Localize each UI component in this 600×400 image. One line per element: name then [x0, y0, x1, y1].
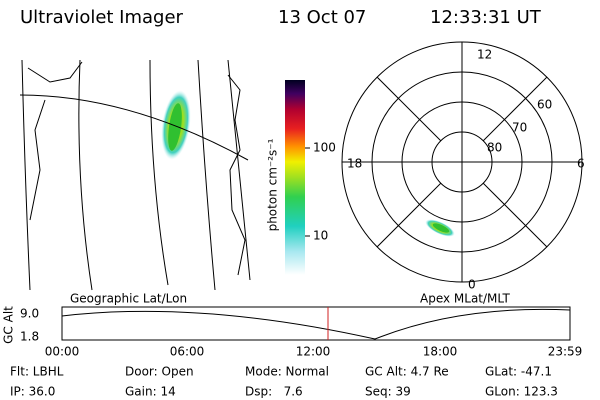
polar-label: Apex MLat/MLT [420, 292, 510, 306]
polar-grid [341, 41, 583, 283]
info-field: IP: 36.0 [10, 385, 55, 399]
lat-label: 70 [512, 121, 527, 135]
altitude-curve [61, 308, 571, 340]
time-tick-label: 00:00 [45, 345, 80, 359]
info-field: Door: Open [125, 365, 194, 379]
time-tick-label: 12:00 [296, 345, 331, 359]
alt-tick-label: 1.8 [20, 330, 39, 344]
alt-tick-label: 9.0 [20, 307, 39, 321]
lat-label: 60 [537, 98, 552, 112]
time-tick-label: 23:59 [548, 345, 583, 359]
time-tick-label: 18:00 [423, 345, 458, 359]
info-field: Dsp: 7.6 [245, 385, 303, 399]
colorbar-label: photon cm⁻²s⁻¹ [266, 138, 280, 231]
lat-label: 80 [487, 141, 502, 155]
map-image [19, 59, 251, 291]
info-field: GC Alt: 4.7 Re [365, 365, 449, 379]
altitude-plot-frame [61, 306, 571, 341]
title: Ultraviolet Imager [20, 7, 184, 28]
info-field: Seq: 39 [365, 385, 411, 399]
time: 12:33:31 UT [430, 7, 542, 28]
info-field: GLon: 123.3 [485, 385, 558, 399]
info-field: Mode: Normal [245, 365, 329, 379]
mlt-label: 0 [468, 278, 476, 292]
info-field: GLat: -47.1 [485, 365, 552, 379]
mlt-label: 6 [577, 157, 585, 171]
colorbar [285, 80, 305, 275]
time-tick-label: 06:00 [170, 345, 205, 359]
mlt-label: 18 [347, 157, 362, 171]
colorbar-tick-label: 10 [313, 229, 328, 243]
map-label: Geographic Lat/Lon [70, 292, 187, 306]
mlt-label: 12 [477, 48, 492, 62]
info-panel: Flt: LBHL Door: Open Mode: Normal GC Alt: 4… [10, 365, 558, 399]
info-field: Gain: 14 [125, 385, 176, 399]
colorbar-tick-label: 100 [313, 141, 336, 155]
date: 13 Oct 07 [278, 7, 366, 28]
alt-axis-label: GC Alt [2, 306, 16, 344]
info-field: Flt: LBHL [10, 365, 64, 379]
